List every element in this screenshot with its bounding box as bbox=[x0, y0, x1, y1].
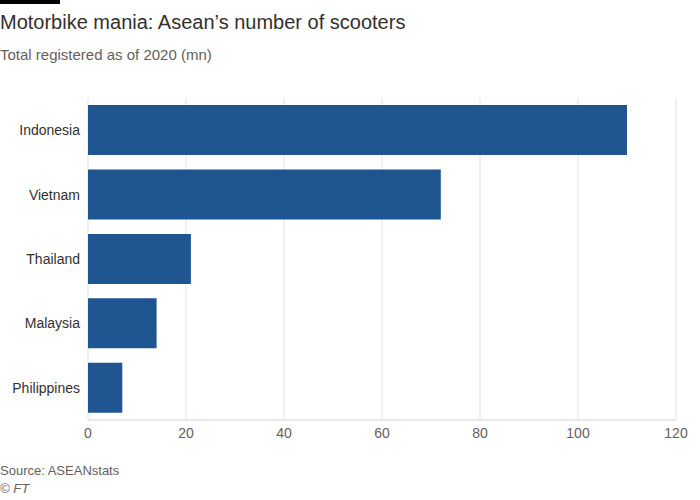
svg-text:Vietnam: Vietnam bbox=[29, 187, 80, 203]
html-text:Motorbike mania: Asean’s numbe: Motorbike mania: Asean’s number of scoot… bbox=[0, 11, 406, 33]
svg-text:60: 60 bbox=[374, 425, 390, 441]
svg-text:Philippines: Philippines bbox=[12, 380, 80, 396]
svg-text:Malaysia: Malaysia bbox=[25, 315, 80, 331]
svg-text:80: 80 bbox=[472, 425, 488, 441]
svg-text:0: 0 bbox=[84, 425, 92, 441]
svg-text:100: 100 bbox=[566, 425, 590, 441]
svg-text:40: 40 bbox=[276, 425, 292, 441]
svg-text:20: 20 bbox=[178, 425, 194, 441]
svg-text:120: 120 bbox=[664, 425, 688, 441]
html-text:Source: ASEANstats: Source: ASEANstats bbox=[0, 463, 120, 478]
svg-text:Thailand: Thailand bbox=[26, 251, 80, 267]
html-text:Total registered as of 2020 (m: Total registered as of 2020 (mn) bbox=[0, 46, 212, 63]
svg-text:Indonesia: Indonesia bbox=[19, 122, 80, 138]
html-text:© FT: © FT bbox=[0, 481, 30, 496]
